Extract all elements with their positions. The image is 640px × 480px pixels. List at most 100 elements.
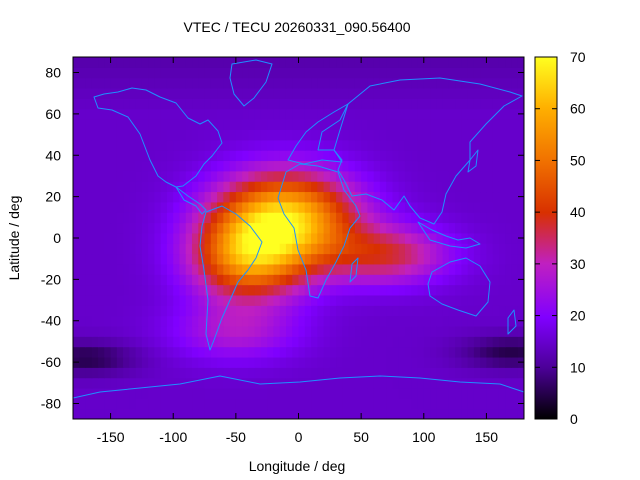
heatmap-cell [436,119,444,130]
heatmap-cell [392,222,400,234]
heatmap-cell [292,201,300,213]
heatmap-cell [217,284,224,296]
heatmap-cell [179,398,187,410]
heatmap-cell [223,170,231,182]
heatmap-cell [223,284,231,296]
heatmap-cell [235,201,243,213]
heatmap-cell [379,408,387,419]
heatmap-cell [273,336,281,348]
heatmap-cell [336,67,343,79]
heatmap-cell [254,98,262,110]
heatmap-cell [392,336,400,348]
heatmap-cell [379,67,387,79]
heatmap-cell [348,346,356,358]
heatmap-cell [373,243,381,255]
heatmap-cell [392,377,400,389]
heatmap-cell [436,201,444,213]
heatmap-cell [329,274,337,286]
heatmap-cell [436,336,444,348]
heatmap-cell [79,305,87,317]
heatmap-cell [148,336,156,348]
heatmap-cell [511,181,519,193]
heatmap-cell [329,377,337,389]
heatmap-cell [217,129,224,141]
heatmap-cell [116,274,124,286]
heatmap-cell [185,408,193,419]
heatmap-cell [317,77,325,89]
heatmap-cell [304,274,312,286]
heatmap-cell [91,201,99,213]
heatmap-cell [248,367,256,379]
heatmap-cell [317,139,325,151]
heatmap-cell [279,367,287,379]
heatmap-cell [467,222,475,234]
heatmap-cell [511,356,519,368]
heatmap-cell [386,98,394,110]
heatmap-cell [248,398,256,410]
heatmap-cell [448,294,456,306]
heatmap-cell [511,243,519,255]
heatmap-cell [135,139,143,151]
heatmap-cell [467,201,475,213]
heatmap-cell [204,150,212,162]
heatmap-cell [179,57,187,68]
heatmap-cell [486,139,494,151]
heatmap-cell [423,263,431,275]
heatmap-cell [379,346,387,358]
heatmap-cell [285,253,293,265]
heatmap-cell [292,108,300,120]
heatmap-cell [392,356,400,368]
heatmap-cell [242,294,249,306]
heatmap-cell [348,139,356,151]
heatmap-cell [511,160,519,172]
heatmap-cell [273,346,281,358]
heatmap-cell [179,160,187,172]
heatmap-cell [235,305,243,317]
heatmap-cell [367,160,375,172]
heatmap-cell [473,160,481,172]
heatmap-cell [179,191,187,203]
heatmap-cell [185,160,193,172]
heatmap-cell [104,201,112,213]
heatmap-cell [511,139,519,151]
heatmap-cell [492,377,500,389]
heatmap-cell [148,160,156,172]
heatmap-cell [104,77,112,89]
heatmap-cell [373,201,381,213]
heatmap-cell [154,160,162,172]
heatmap-cell [505,367,513,379]
heatmap-cell [173,325,181,337]
heatmap-cell [430,232,437,244]
heatmap-cell [260,325,268,337]
heatmap-cell [379,356,387,368]
heatmap-cell [91,150,99,162]
heatmap-cell [129,88,137,99]
heatmap-cell [517,88,524,99]
heatmap-cell [505,284,513,296]
heatmap-cell [267,98,275,110]
heatmap-cell [267,305,275,317]
heatmap-cell [285,284,293,296]
heatmap-cell [398,305,406,317]
heatmap-cell [323,274,331,286]
heatmap-cell [166,387,174,399]
heatmap-cell [411,346,419,358]
heatmap-cell [198,336,206,348]
heatmap-cell [73,181,80,193]
heatmap-cell [436,356,444,368]
heatmap-cell [91,263,99,275]
heatmap-cell [492,77,500,89]
heatmap-cell [160,274,168,286]
heatmap-cell [254,108,262,120]
heatmap-cell [311,170,318,182]
heatmap-cell [148,367,156,379]
heatmap-cell [292,181,300,193]
heatmap-cell [411,294,419,306]
heatmap-cell [204,181,212,193]
heatmap-cell [398,150,406,162]
heatmap-cell [104,119,112,130]
heatmap-cell [511,367,519,379]
heatmap-cell [367,119,375,130]
heatmap-cell [223,108,231,120]
heatmap-cell [123,398,130,410]
